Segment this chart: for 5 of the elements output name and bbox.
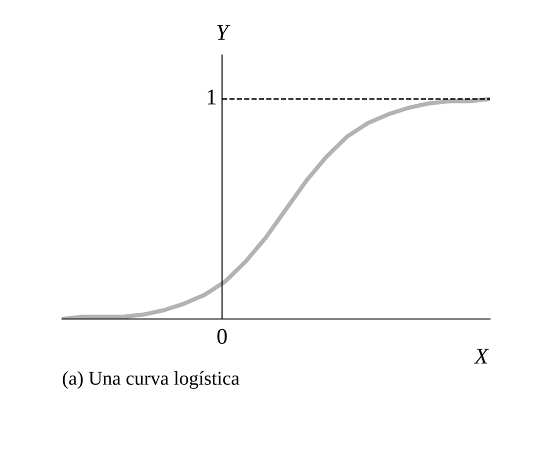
text: 0 [217, 328, 227, 344]
y-axis-title: Y [217, 25, 230, 40]
ref-line-label: 1 [208, 90, 216, 104]
text: (a) Una curva logística [62, 371, 240, 389]
x-axis-title: X [474, 348, 489, 364]
